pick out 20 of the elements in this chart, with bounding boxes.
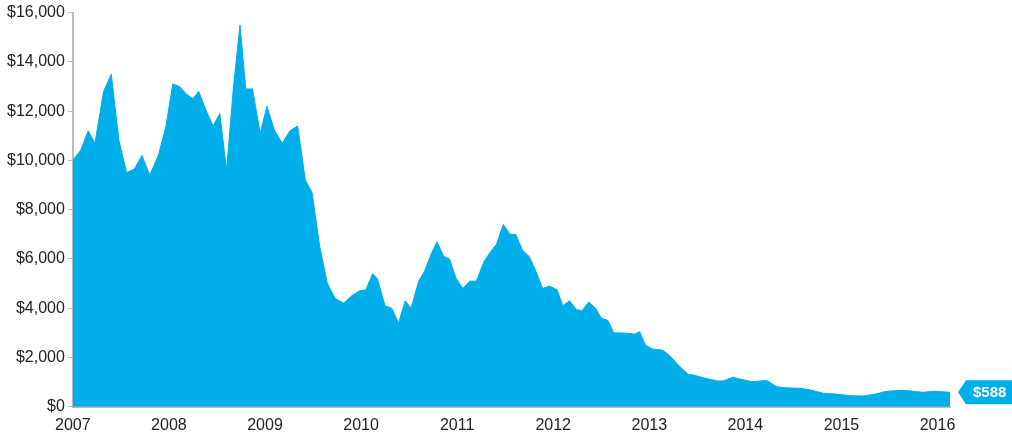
x-tick-label: 2016 (919, 415, 956, 433)
y-tick-label: $6,000 (15, 249, 65, 267)
y-tick-label: $0 (47, 397, 65, 415)
x-tick-label: 2015 (823, 415, 860, 433)
y-tick-label: $2,000 (15, 347, 65, 365)
x-tick-label: 2013 (631, 415, 668, 433)
x-tick-label: 2007 (55, 415, 91, 433)
x-tick-label: 2011 (439, 415, 475, 433)
annotation: $588 (973, 383, 1007, 401)
x-tick-label: 2010 (343, 415, 379, 433)
y-tick-label: $12,000 (6, 101, 65, 119)
x-tick-label: 2008 (151, 415, 187, 433)
y-tick-label: $10,000 (6, 150, 65, 168)
y-tick-label: $16,000 (6, 3, 65, 21)
y-tick-label: $14,000 (6, 52, 65, 70)
x-tick-label: 2014 (727, 415, 764, 433)
y-tick-label: $8,000 (15, 200, 65, 218)
x-tick-label: 2012 (535, 415, 572, 433)
y-tick-label: $4,000 (15, 298, 65, 316)
x-tick-label: 2009 (247, 415, 283, 433)
